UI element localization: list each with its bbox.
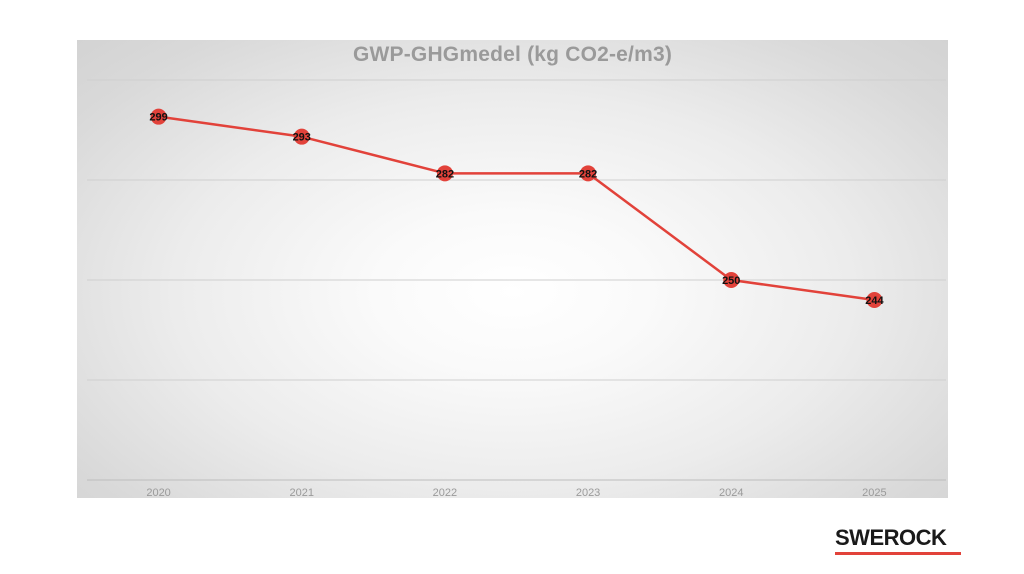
x-tick-label: 2022 [433, 487, 457, 498]
data-label: 282 [579, 168, 597, 180]
data-point [580, 165, 597, 182]
data-point [866, 292, 883, 308]
data-label: 244 [865, 295, 884, 307]
data-point [436, 165, 453, 182]
data-point [150, 108, 167, 125]
data-label: 250 [722, 275, 740, 287]
swerock-logo: SWEROCK [835, 527, 961, 555]
data-label: 282 [436, 168, 454, 180]
data-point [293, 128, 310, 145]
x-tick-label: 2025 [862, 487, 886, 498]
logo-text: SWEROCK [835, 525, 947, 550]
x-tick-label: 2020 [146, 487, 170, 498]
data-point [723, 272, 740, 288]
logo-underline [835, 552, 961, 555]
data-label: 293 [293, 132, 311, 144]
data-label: 299 [149, 112, 167, 124]
chart-area: 2020 2021 2022 2023 2024 2025 299 293 282 282 250 2… [77, 40, 948, 498]
chart-title: GWP-GHGmedel (kg CO2-e/m3) [352, 43, 673, 66]
line-chart: 2020 2021 2022 2023 2024 2025 299 293 282 282 250 2… [87, 79, 946, 498]
gridlines [87, 79, 946, 481]
series-line [158, 115, 875, 302]
x-tick-label: 2024 [719, 487, 743, 498]
x-tick-label: 2023 [576, 487, 600, 498]
x-tick-label: 2021 [290, 487, 314, 498]
